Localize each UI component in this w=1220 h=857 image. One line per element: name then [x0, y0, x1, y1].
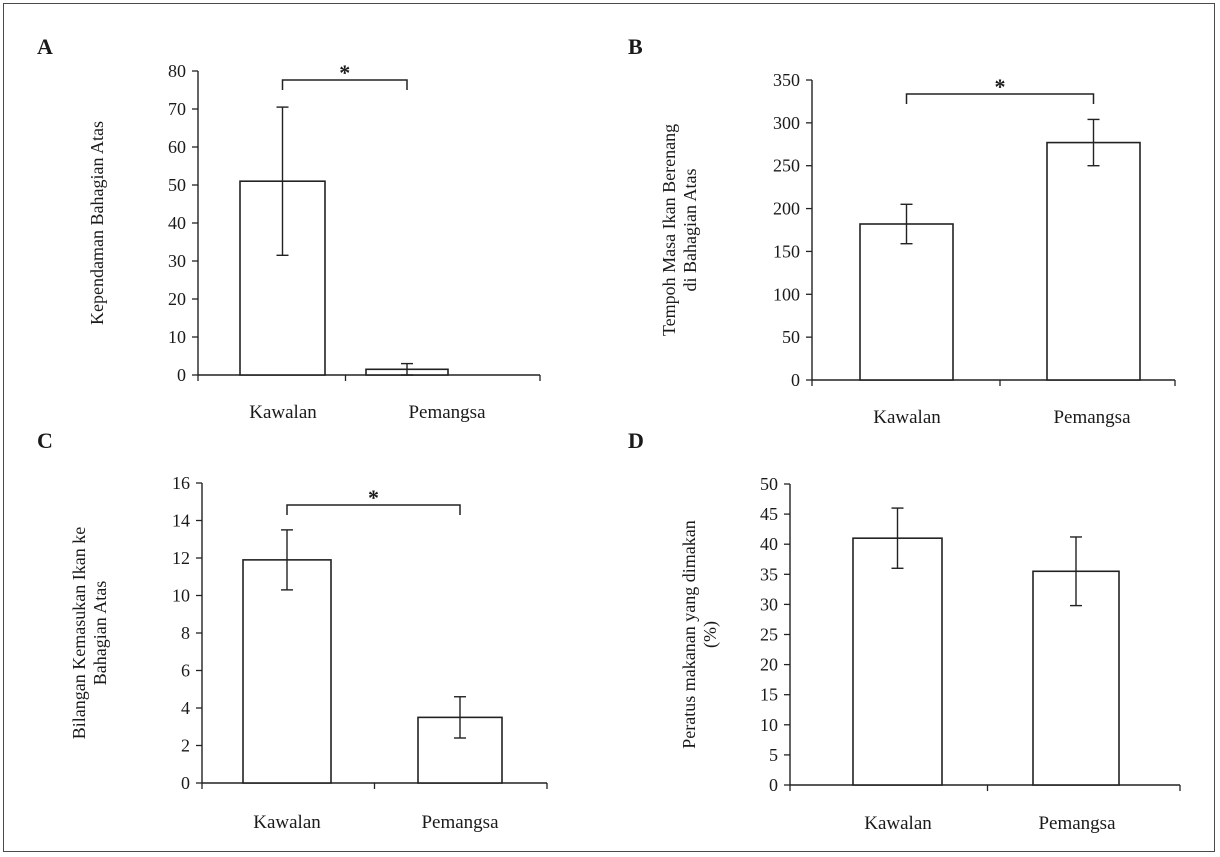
y-tick-label: 40	[168, 213, 186, 233]
y-tick-label: 10	[760, 715, 778, 735]
y-axis-title-line: Tempoh Masa Ikan Berenang	[659, 124, 679, 336]
figure-frame	[3, 3, 1215, 852]
y-tick-label: 30	[760, 594, 778, 614]
y-tick-label: 250	[773, 156, 800, 176]
y-axis-title-line: di Bahagian Atas	[680, 169, 700, 292]
x-category-label: Pemangsa	[1038, 813, 1116, 834]
significance-mark: *	[368, 485, 379, 510]
y-tick-label: 6	[181, 661, 190, 681]
significance-bracket	[905, 93, 1095, 104]
y-tick-label: 14	[172, 511, 190, 531]
chart-panel-c: C 0 2 4 6 8 10 12 14 16 Kawalan Pemangsa Bilangan Ke…	[37, 428, 548, 833]
y-tick-label: 30	[168, 251, 186, 271]
y-axis-title-line: Bilangan Kemasukan Ikan ke	[69, 527, 89, 739]
y-tick-label: 35	[760, 564, 778, 584]
y-tick-label: 16	[172, 473, 190, 493]
y-axis-title-line: Bahagian Atas	[90, 581, 110, 685]
y-axis-title: Kependaman Bahagian Atas	[87, 121, 107, 325]
y-tick-label: 10	[168, 327, 186, 347]
y-tick-label: 50	[760, 474, 778, 494]
y-tick-label: 300	[773, 113, 800, 133]
y-axis-title-line: (%)	[700, 621, 721, 648]
y-tick-label: 8	[181, 623, 190, 643]
panel-letter: A	[37, 34, 53, 59]
bar-kawalan	[852, 537, 943, 786]
y-tick-label: 45	[760, 504, 778, 524]
panel-letter: D	[628, 428, 644, 453]
chart-panel-b: B 0 50 100 150 200 250 300 350 Kawalan Pemangsa Tem…	[628, 34, 1176, 428]
panel-letter: B	[628, 34, 643, 59]
y-axis-title-line: Kependaman Bahagian Atas	[87, 121, 107, 325]
y-tick-label: 100	[773, 284, 800, 304]
panel-letter: C	[37, 428, 53, 453]
y-tick-label: 12	[172, 548, 190, 568]
bar-kawalan	[859, 223, 954, 381]
y-tick-label: 0	[177, 365, 186, 385]
significance-bracket	[286, 504, 461, 515]
x-category-label: Kawalan	[864, 813, 932, 834]
chart-panel-d: D 0 5 10 15 20 25 30 35 40 45 50 Kawalan Pemangsa Pera…	[628, 428, 1181, 834]
significance-mark: *	[995, 74, 1006, 99]
y-tick-label: 0	[181, 773, 190, 793]
y-axis-title: Bilangan Kemasukan Ikan keBahagian Atas	[69, 527, 110, 739]
y-axis-title: Tempoh Masa Ikan Berenangdi Bahagian Ata…	[659, 124, 700, 336]
y-tick-label: 150	[773, 241, 800, 261]
y-tick-label: 20	[760, 655, 778, 675]
y-tick-label: 70	[168, 99, 186, 119]
x-category-label: Pemangsa	[421, 812, 499, 833]
y-tick-label: 0	[791, 370, 800, 390]
y-tick-label: 50	[782, 327, 800, 347]
y-tick-label: 10	[172, 586, 190, 606]
significance-mark: *	[339, 60, 350, 85]
x-category-label: Kawalan	[249, 402, 317, 423]
bar-kawalan	[242, 559, 332, 784]
y-tick-label: 15	[760, 685, 778, 705]
x-category-label: Kawalan	[873, 407, 941, 428]
x-category-label: Kawalan	[253, 812, 321, 833]
y-tick-label: 20	[168, 289, 186, 309]
y-tick-label: 0	[769, 775, 778, 795]
y-tick-label: 200	[773, 199, 800, 219]
y-tick-label: 5	[769, 745, 778, 765]
y-tick-label: 50	[168, 175, 186, 195]
y-axis-title: Peratus makanan yang dimakan(%)	[679, 520, 721, 748]
y-tick-label: 60	[168, 137, 186, 157]
bar-pemangsa	[1046, 141, 1141, 381]
x-category-label: Pemangsa	[1053, 407, 1131, 428]
x-category-label: Pemangsa	[408, 402, 486, 423]
y-tick-label: 4	[181, 698, 190, 718]
y-tick-label: 25	[760, 625, 778, 645]
y-tick-label: 2	[181, 736, 190, 756]
y-tick-label: 80	[168, 61, 186, 81]
bar-pemangsa	[1032, 570, 1120, 786]
significance-bracket	[281, 79, 408, 90]
y-axis-title-line: Peratus makanan yang dimakan	[679, 520, 699, 748]
chart-panel-a: A 0 10 20 30 40 50 60 70 80 Kawalan Pemangsa Kependa…	[37, 34, 541, 423]
y-tick-label: 40	[760, 534, 778, 554]
y-tick-label: 350	[773, 70, 800, 90]
